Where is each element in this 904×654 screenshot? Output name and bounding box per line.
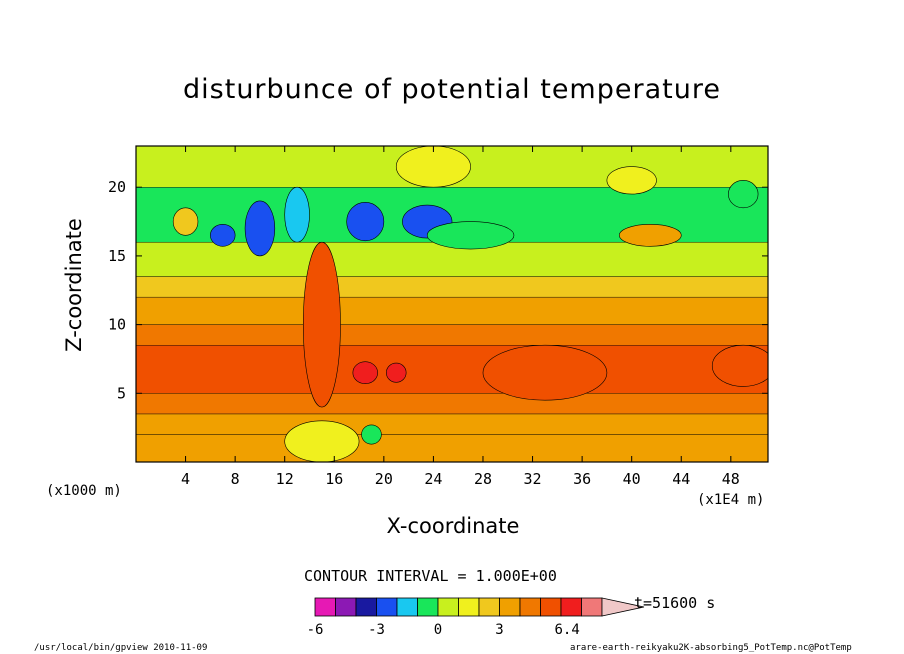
heatmap-cell [386, 362, 407, 383]
x-tick-label: 36 [573, 470, 591, 488]
heatmap-cell [284, 186, 310, 243]
footer-right: arare-earth-reikyaku2K-absorbing5_PotTem… [570, 643, 852, 653]
colorbar-swatch [499, 597, 521, 617]
colorbar-swatch [396, 597, 418, 617]
heatmap-band [136, 434, 768, 462]
heatmap-band [136, 413, 768, 435]
x-axis-label: X-coordinate [386, 514, 520, 538]
heatmap-cell [210, 224, 236, 247]
heatmap-cell [426, 221, 515, 250]
y-tick-label: 15 [108, 247, 126, 265]
colorbar-label: 0 [434, 622, 442, 638]
x-unit-left: (x1000 m) [46, 483, 122, 499]
heatmap-band [136, 393, 768, 415]
x-tick-label: 40 [623, 470, 641, 488]
heatmap-cell [618, 224, 682, 247]
x-tick-label: 12 [276, 470, 294, 488]
y-tick-label: 10 [108, 316, 126, 334]
heatmap-cell [395, 146, 471, 188]
x-tick-label: 48 [722, 470, 740, 488]
heatmap-band [136, 276, 768, 298]
x-tick-label: 16 [325, 470, 343, 488]
x-tick-label: 28 [474, 470, 492, 488]
y-tick-label: 5 [117, 384, 126, 402]
heatmap-cell [172, 207, 199, 236]
x-tick-label: 4 [181, 470, 190, 488]
colorbar-label: 3 [495, 622, 503, 638]
colorbar-arrow [601, 597, 645, 617]
chart-title: disturbunce of potential temperature [183, 74, 721, 105]
heatmap-field [136, 146, 768, 462]
colorbar-swatch [335, 597, 357, 617]
heatmap-cell [352, 361, 378, 384]
x-tick-label: 32 [524, 470, 542, 488]
colorbar-swatch [314, 597, 336, 617]
x-unit-right: (x1E4 m) [697, 492, 765, 508]
colorbar-label: -6 [307, 622, 324, 638]
x-tick-label: 8 [231, 470, 240, 488]
heatmap-cell [728, 180, 759, 209]
colorbar-swatch [355, 597, 377, 617]
colorbar-label: -3 [368, 622, 385, 638]
heatmap-cell [346, 202, 385, 242]
heatmap-cell [284, 420, 360, 462]
heatmap-cell [361, 424, 382, 445]
time-label: t=51600 s [634, 594, 716, 612]
colorbar-swatch [581, 597, 603, 617]
colorbar-swatch [437, 597, 459, 617]
x-tick-label: 20 [375, 470, 393, 488]
x-tick-label: 24 [424, 470, 442, 488]
footer-left: /usr/local/bin/gpview 2010-11-09 [34, 643, 208, 653]
colorbar: -6 -3 0 3 6.4 [307, 597, 645, 638]
colorbar-label: 6.4 [555, 622, 580, 638]
heatmap-cell [606, 166, 657, 195]
colorbar-swatch [458, 597, 480, 617]
heatmap-cell [302, 241, 341, 408]
colorbar-swatch [519, 597, 541, 617]
colorbar-swatch [540, 597, 562, 617]
colorbar-swatch [417, 597, 439, 617]
colorbar-swatch [376, 597, 398, 617]
colorbar-swatch [560, 597, 582, 617]
plot-frame [135, 145, 769, 463]
heatmap-band [136, 296, 768, 325]
colorbar-swatch [478, 597, 500, 617]
heatmap-cell [244, 200, 276, 257]
y-tick-label: 20 [108, 178, 126, 196]
y-axis-label: Z-coordinate [62, 218, 86, 352]
contour-interval-label: CONTOUR INTERVAL = 1.000E+00 [304, 567, 557, 585]
x-tick-label: 44 [672, 470, 690, 488]
heatmap-cell [711, 344, 768, 387]
heatmap-cell [482, 344, 608, 401]
heatmap-band [136, 345, 768, 394]
heatmap-band [136, 324, 768, 346]
